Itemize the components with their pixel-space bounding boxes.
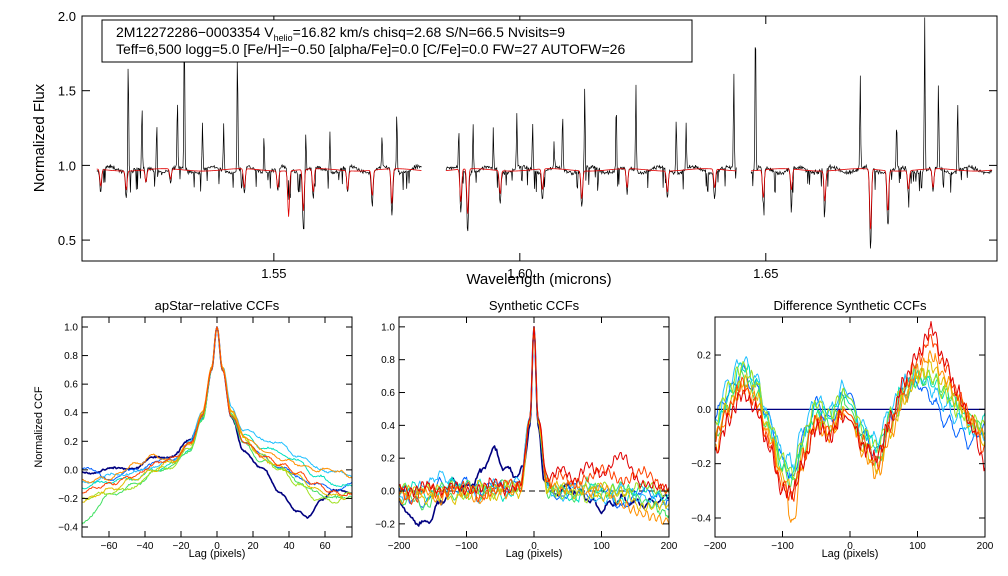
model-spectrum-chip-2 <box>445 168 737 214</box>
apstar-ccf-ytick-label: 0.6 <box>64 380 78 391</box>
apstar-ccf-series-visit8 <box>82 326 352 497</box>
synthetic-ccf-ytick-label: −0.2 <box>375 519 395 530</box>
difference-ccf-series-visit9 <box>715 321 985 500</box>
apstar-ccf-ytick-label: 0.0 <box>64 465 78 476</box>
spectrum-ytick-label: 0.5 <box>58 233 76 248</box>
spectrum-axes-frame <box>81 15 998 262</box>
apstar-ccf-xtick-label: 60 <box>319 541 331 552</box>
apstar-ccf-panel: apStar−relative CCFs −60 −40 −20 0 20 40 60 −0.… <box>33 298 353 560</box>
synthetic-ccf-title: Synthetic CCFs <box>489 298 580 313</box>
observed-spectrum-chip-2 <box>445 73 737 232</box>
info-line-2: Teff=6,500 logg=5.0 [Fe/H]=−0.50 [alpha/… <box>116 41 625 57</box>
spectrum-ytick-label: 1.0 <box>58 158 76 173</box>
synthetic-ccf-series-visit9 <box>399 326 669 498</box>
info-line-1-end: =16.82 km/s chisq=2.68 S/N=66.5 Nvisits=… <box>293 24 566 40</box>
synthetic-ccf-ytick-label: 0.8 <box>381 355 395 366</box>
synthetic-ccf-xtick-label: 200 <box>661 541 678 552</box>
difference-ccf-title: Difference Synthetic CCFs <box>774 298 927 313</box>
info-line-1: 2M12272286−0003354 Vhelio=16.82 km/s chi… <box>116 24 565 43</box>
spectrum-ytick-label: 1.5 <box>58 84 76 99</box>
synthetic-ccf-xtick-label: 100 <box>593 541 610 552</box>
synthetic-ccf-xtick-label: −200 <box>388 541 411 552</box>
spectrum-xlabel: Wavelength (microns) <box>466 271 611 288</box>
spectrum-xtick-label: 1.55 <box>261 266 286 281</box>
difference-ccf-plot-area <box>715 321 985 523</box>
synthetic-ccf-xtick-label: 0 <box>531 541 537 552</box>
apstar-ccf-title: apStar−relative CCFs <box>155 298 280 313</box>
apstar-ccf-xlabel: Lag (pixels) <box>189 548 246 560</box>
difference-ccf-ytick-label: 0.2 <box>697 351 711 362</box>
difference-ccf-xtick-label: 200 <box>977 541 994 552</box>
synthetic-ccf-panel: Synthetic CCFs −200 −100 0 100 200 −0.2 0.0 0.2… <box>375 298 678 560</box>
apstar-ccf-xtick-label: 20 <box>247 541 259 552</box>
difference-ccf-panel: Difference Synthetic CCFs −200 −100 0 100 20… <box>691 298 994 560</box>
difference-ccf-ticks: −200 −100 0 100 200 −0.4 −0.2 0.0 0.2 <box>691 317 994 552</box>
model-spectrum-chip-3 <box>751 168 993 230</box>
spectrum-xtick-label: 1.60 <box>507 266 532 281</box>
synthetic-ccf-ytick-label: 0.6 <box>381 388 395 399</box>
difference-ccf-xtick-label: −100 <box>771 541 794 552</box>
difference-ccf-ytick-label: 0.0 <box>697 405 711 416</box>
apstar-ccf-xtick-label: 40 <box>283 541 295 552</box>
apstar-ccf-ylabel: Normalized CCF <box>33 386 45 468</box>
difference-ccf-xtick-label: 100 <box>909 541 926 552</box>
apstar-ccf-ytick-label: 0.8 <box>64 351 78 362</box>
synthetic-ccf-xtick-label: −100 <box>455 541 478 552</box>
synthetic-ccf-ytick-label: 0.0 <box>381 487 395 498</box>
difference-ccf-ytick-label: −0.4 <box>691 513 711 524</box>
apstar-ccf-ytick-label: −0.4 <box>58 523 78 534</box>
info-line-1-start: 2M12272286−0003354 V <box>116 24 274 40</box>
spectrum-xtick-label: 1.65 <box>753 266 778 281</box>
model-spectrum-chip-1 <box>96 168 422 217</box>
spectrum-panel: 1.55 1.60 1.65 0.5 1.0 1.5 2.0 Wavelength (mic… <box>31 9 998 288</box>
apstar-ccf-xtick-label: −20 <box>173 541 190 552</box>
difference-ccf-series-visit8 <box>715 334 985 502</box>
difference-ccf-xtick-label: 0 <box>847 541 853 552</box>
difference-ccf-ytick-label: −0.2 <box>691 459 711 470</box>
observed-spectrum-chip-1 <box>96 31 422 230</box>
difference-ccf-xtick-label: −200 <box>704 541 727 552</box>
spectrum-ylabel: Normalized Flux <box>31 83 48 192</box>
synthetic-ccf-ytick-label: 0.2 <box>381 454 395 465</box>
apstar-ccf-xtick-label: 0 <box>214 541 220 552</box>
spectrum-plot-area <box>96 17 993 249</box>
apstar-ccf-plot-area <box>82 326 352 525</box>
apstar-ccf-ytick-label: 0.4 <box>64 408 78 419</box>
apstar-ccf-xtick-label: −60 <box>101 541 118 552</box>
info-line-1-subscript: helio <box>274 33 293 43</box>
apstar-ccf-ytick-label: −0.2 <box>58 494 78 505</box>
apstar-ccf-ytick-label: 0.2 <box>64 437 78 448</box>
synthetic-ccf-ytick-label: 0.4 <box>381 421 395 432</box>
apstar-ccf-xtick-label: −40 <box>137 541 154 552</box>
synthetic-ccf-ytick-label: 1.0 <box>381 322 395 333</box>
synthetic-ccf-plot-area <box>399 326 669 527</box>
synthetic-ccf-ticks: −200 −100 0 100 200 −0.2 0.0 0.2 0.4 0.6 0.8 1.0 <box>375 317 678 552</box>
spectrum-ticks: 1.55 1.60 1.65 0.5 1.0 1.5 2.0 <box>58 9 997 281</box>
spectrum-ytick-label: 2.0 <box>58 9 76 24</box>
difference-ccf-xlabel: Lag (pixels) <box>822 548 879 560</box>
apstar-ccf-ytick-label: 1.0 <box>64 323 78 334</box>
difference-ccf-series-visit5 <box>715 361 985 480</box>
apstar-ccf-ticks: −60 −40 −20 0 20 40 60 −0.4 −0.2 0.0 0.2 0.4 0.6 0.8 1… <box>58 317 352 552</box>
info-box <box>101 19 693 63</box>
synthetic-ccf-xlabel: Lag (pixels) <box>506 548 563 560</box>
